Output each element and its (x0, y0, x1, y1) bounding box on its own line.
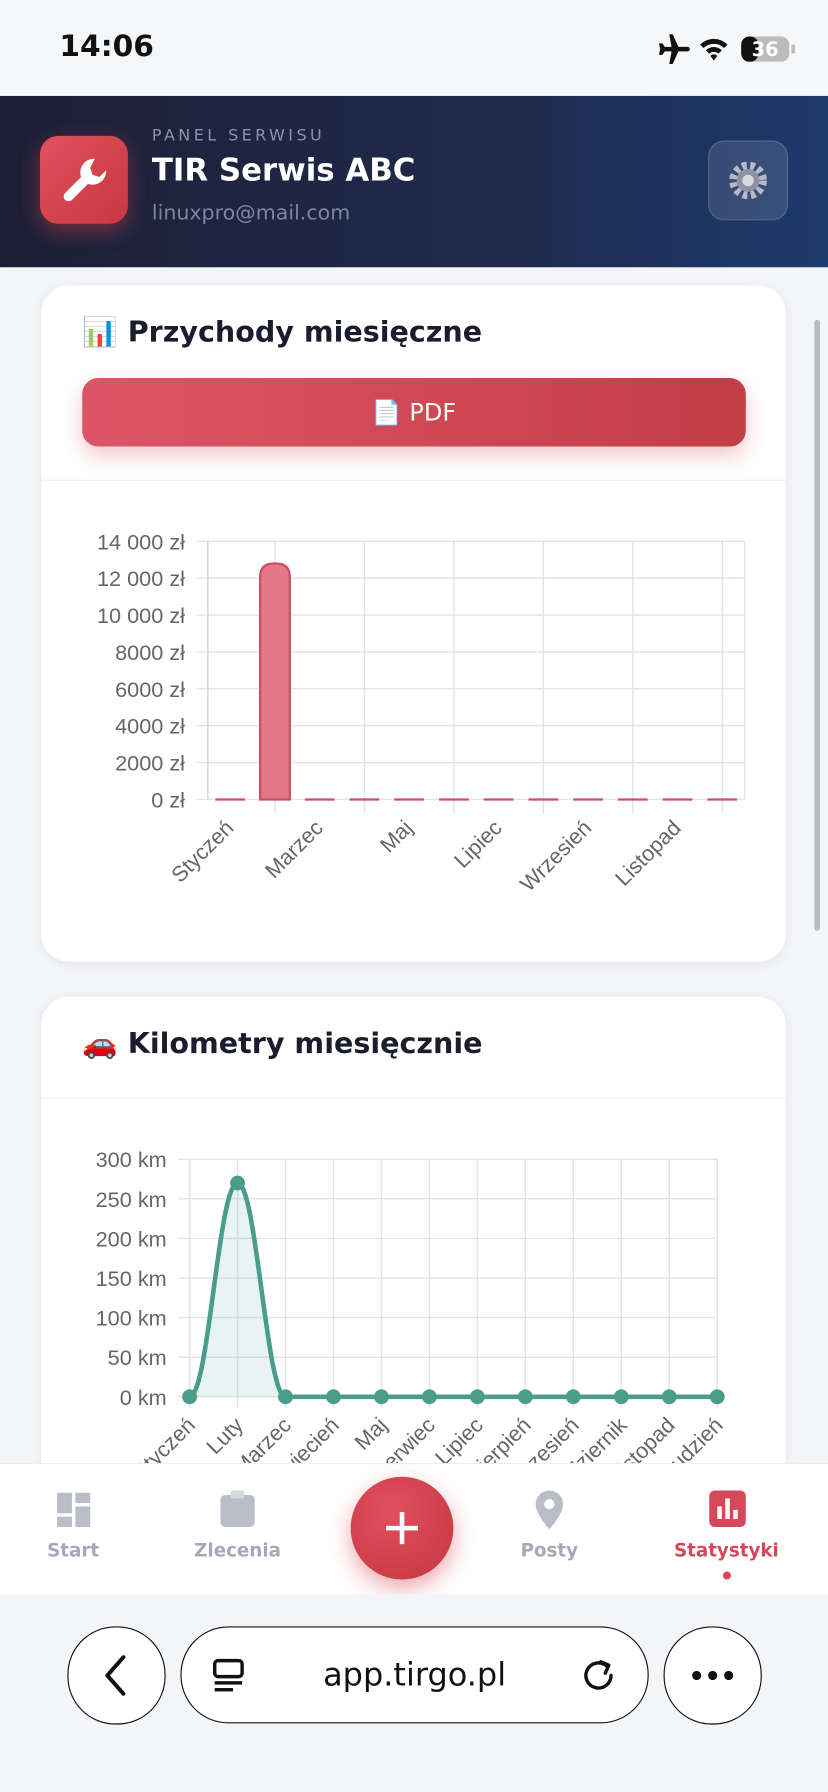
point (422, 1389, 437, 1405)
y-tick-label: 6000 zł (115, 677, 185, 702)
nav-item[interactable]: Start (47, 1539, 100, 1562)
y-tick-label: 12 000 zł (97, 566, 185, 591)
header-kicker: PANEL SERWISU (151, 126, 326, 146)
y-tick-label: 4000 zł (115, 714, 185, 739)
battery-level: 36 (752, 38, 779, 61)
x-tick-label: Lipiec (449, 815, 507, 873)
x-tick-label: Marzec (260, 815, 328, 883)
divider (41, 479, 786, 481)
point (326, 1389, 341, 1405)
point (278, 1389, 293, 1405)
y-tick-label: 14 000 zł (97, 529, 185, 554)
settings-button[interactable] (708, 140, 789, 221)
point (709, 1389, 725, 1405)
bar (258, 562, 291, 801)
y-tick-label: 200 km (96, 1226, 167, 1251)
pdf-button[interactable]: 📄 PDF (82, 378, 746, 447)
point (661, 1389, 677, 1405)
point (182, 1389, 198, 1405)
active-dot (722, 1571, 731, 1580)
stats-icon (709, 1490, 746, 1527)
header-title: TIR Serwis ABC (151, 153, 416, 189)
revenue-chart: 0 zł 2000 zł 4000 zł 6000 zł 8000 zł 10 000 z… (97, 529, 746, 896)
header: PANEL SERWISU TIR Serwis ABC linuxpro@ma… (0, 95, 828, 268)
card-title: 📊 Przychody miesięczne (82, 315, 483, 349)
orders-icon (220, 1490, 255, 1527)
divider (41, 1097, 786, 1099)
x-tick-label: Wrzesień (515, 815, 596, 896)
y-tick-label: 0 km (120, 1385, 167, 1410)
y-tick-label: 2000 zł (115, 751, 185, 776)
clock: 14:06 (59, 29, 154, 64)
browser-bar: app.tirgo.pl (0, 1594, 828, 1792)
x-tick-label: Maj (375, 815, 417, 857)
nav-item[interactable]: Statystyki (652, 1540, 800, 1580)
point (469, 1389, 485, 1405)
header-email: linuxpro@mail.com (151, 201, 351, 225)
bottom-nav: Start Zlecenia Posty Statystyki (0, 1463, 828, 1596)
revenue-card: 📊 Przychody miesięczne 📄 PDF 0 zł 2000 zł… (41, 285, 786, 962)
point (517, 1389, 533, 1405)
add-button[interactable] (350, 1476, 454, 1580)
x-tick-label: Styczeń (166, 815, 238, 887)
more-button[interactable] (663, 1626, 762, 1725)
y-tick-label: 100 km (96, 1306, 167, 1331)
status-icons: 36 (658, 34, 795, 64)
content: 📊 Przychody miesięczne 📄 PDF 0 zł 2000 zł… (0, 267, 828, 1464)
area (189, 1182, 718, 1397)
y-tick-label: 0 zł (151, 787, 185, 812)
y-tick-label: 250 km (96, 1187, 167, 1212)
status-bar: 14:06 36 (0, 0, 828, 96)
point (613, 1389, 629, 1405)
card-title: 🚗 Kilometry miesięcznie (82, 1026, 483, 1060)
url: app.tirgo.pl (323, 1656, 507, 1694)
y-tick-label: 8000 zł (115, 640, 185, 665)
km-card: 🚗 Kilometry miesięcznie 0 km 50 km 100 km 1… (41, 997, 786, 1464)
y-tick-label: 300 km (96, 1147, 167, 1172)
x-tick-label: Styczeń (128, 1412, 200, 1463)
start-icon (57, 1492, 91, 1527)
address-bar[interactable]: app.tirgo.pl (180, 1626, 649, 1724)
y-tick-label: 50 km (108, 1345, 167, 1370)
nav-item[interactable]: Zlecenia (194, 1539, 281, 1562)
posts-icon (535, 1490, 564, 1530)
point (374, 1389, 389, 1405)
point (565, 1389, 581, 1405)
point (230, 1175, 245, 1191)
scrollbar (814, 319, 821, 931)
km-chart: 0 km 50 km 100 km 150 km 200 km 250 km 300 km S… (96, 1147, 728, 1463)
logo (39, 135, 128, 224)
x-tick-label: Listopad (610, 815, 686, 891)
back-button[interactable] (67, 1626, 166, 1725)
y-tick-label: 150 km (96, 1266, 167, 1291)
nav-item[interactable]: Posty (520, 1539, 579, 1562)
y-tick-label: 10 000 zł (97, 603, 185, 628)
